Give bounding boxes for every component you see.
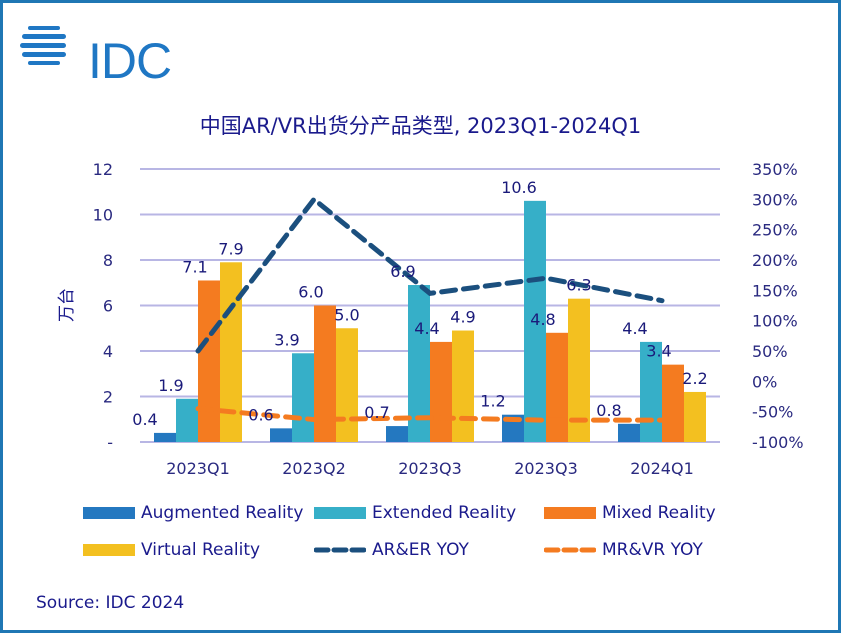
- legend-label: Extended Reality: [372, 503, 517, 523]
- data-label: 0.6: [248, 405, 273, 424]
- idc-logo: IDC: [20, 20, 172, 86]
- legend-label: Augmented Reality: [141, 503, 304, 523]
- data-label: 1.9: [158, 376, 183, 395]
- data-label: 1.2: [480, 392, 505, 411]
- data-label: 6.9: [390, 262, 415, 281]
- y2-tick-label: 150%: [752, 281, 798, 300]
- legend-dash-line: [314, 547, 366, 553]
- bar-virtual-reality: [336, 328, 358, 442]
- y-tick-label: 10: [93, 206, 113, 225]
- y2-tick-label: 300%: [752, 190, 798, 209]
- data-label: 10.6: [501, 178, 537, 197]
- data-label: 0.8: [596, 401, 621, 420]
- line-ar-er-yoy: [195, 195, 665, 354]
- data-label: 4.4: [414, 319, 439, 338]
- bar-augmented-reality: [386, 426, 408, 442]
- legend-swatch: [544, 507, 596, 519]
- bar-mixed-reality: [430, 341, 452, 442]
- x-tick-label: 2023Q1: [166, 459, 230, 478]
- legend-item-mixed-reality: Mixed Reality: [544, 503, 716, 523]
- legend-label: Virtual Reality: [141, 540, 261, 560]
- logo-text: IDC: [88, 33, 172, 89]
- data-label: 5.0: [334, 305, 359, 324]
- y2-tick-label: 100%: [752, 312, 798, 331]
- bar-augmented-reality: [154, 432, 176, 442]
- legend-item-extended-reality: Extended Reality: [314, 503, 516, 523]
- legend-label: Mixed Reality: [602, 503, 716, 523]
- legend-label: AR&ER YOY: [372, 540, 469, 560]
- bar-mixed-reality: [546, 332, 568, 442]
- legend-swatch: [83, 544, 135, 556]
- data-label: 7.9: [218, 239, 243, 258]
- legend-item-virtual-reality: Virtual Reality: [83, 540, 260, 560]
- data-label: 2.2: [682, 369, 707, 388]
- legend-item-mr-vr-yoy: MR&VR YOY: [544, 540, 703, 560]
- y2-tick-label: -50%: [752, 403, 793, 422]
- bar-mixed-reality: [198, 280, 220, 442]
- bar-extended-reality: [292, 353, 314, 442]
- y2-tick-label: 50%: [752, 342, 788, 361]
- y2-tick-label: 0%: [752, 372, 777, 391]
- bar-extended-reality: [524, 200, 546, 442]
- bar-augmented-reality: [270, 428, 292, 442]
- data-label: 4.8: [530, 310, 555, 329]
- globe-icon: [20, 26, 66, 65]
- legend-swatch: [83, 507, 135, 519]
- y2-tick-label: 250%: [752, 221, 798, 240]
- data-label: 7.1: [182, 257, 207, 276]
- y-tick-label: 8: [103, 251, 113, 270]
- bar-virtual-reality: [568, 298, 590, 442]
- legend-dash-line: [544, 547, 596, 553]
- y-tick-label: 4: [103, 342, 113, 361]
- bar-virtual-reality: [220, 262, 242, 442]
- x-tick-label: 2024Q1: [630, 459, 694, 478]
- chart-title: 中国AR/VR出货分产品类型, 2023Q1-2024Q1: [199, 114, 642, 138]
- bar-extended-reality: [640, 341, 662, 442]
- legend-item-augmented-reality: Augmented Reality: [83, 503, 303, 523]
- data-label: 4.9: [450, 308, 475, 327]
- y-tick-label: 6: [103, 297, 113, 316]
- y2-tick-label: 200%: [752, 251, 798, 270]
- legend-swatch: [314, 507, 366, 519]
- bar-mixed-reality: [314, 305, 336, 442]
- bar-mixed-reality: [662, 364, 684, 442]
- y-tick-label: -: [107, 433, 113, 452]
- y-tick-label: 2: [103, 388, 113, 407]
- bar-extended-reality: [176, 398, 198, 442]
- y2-tick-label: -100%: [752, 433, 804, 452]
- bar-extended-reality: [408, 285, 430, 442]
- bar-virtual-reality: [684, 391, 706, 442]
- x-tick-label: 2023Q2: [282, 459, 346, 478]
- line-mr-vr-yoy: [195, 406, 665, 423]
- y-tick-label: 12: [93, 160, 113, 179]
- data-label: 4.4: [622, 319, 647, 338]
- data-label: 3.4: [646, 342, 671, 361]
- legend-label: MR&VR YOY: [602, 540, 703, 560]
- data-label: 6.0: [298, 283, 323, 302]
- data-label: 3.9: [274, 330, 299, 349]
- x-tick-label: 2023Q3: [398, 459, 462, 478]
- data-label: 0.7: [364, 403, 389, 422]
- source-note: Source: IDC 2024: [36, 593, 185, 613]
- bar-augmented-reality: [618, 423, 640, 442]
- legend-item-ar-er-yoy: AR&ER YOY: [314, 540, 469, 560]
- data-label: 6.3: [566, 276, 591, 295]
- y2-tick-label: 350%: [752, 160, 798, 179]
- x-tick-label: 2023Q3: [514, 459, 578, 478]
- data-label: 0.4: [132, 410, 157, 429]
- y-axis-label: 万台: [57, 288, 77, 322]
- bar-virtual-reality: [452, 330, 474, 442]
